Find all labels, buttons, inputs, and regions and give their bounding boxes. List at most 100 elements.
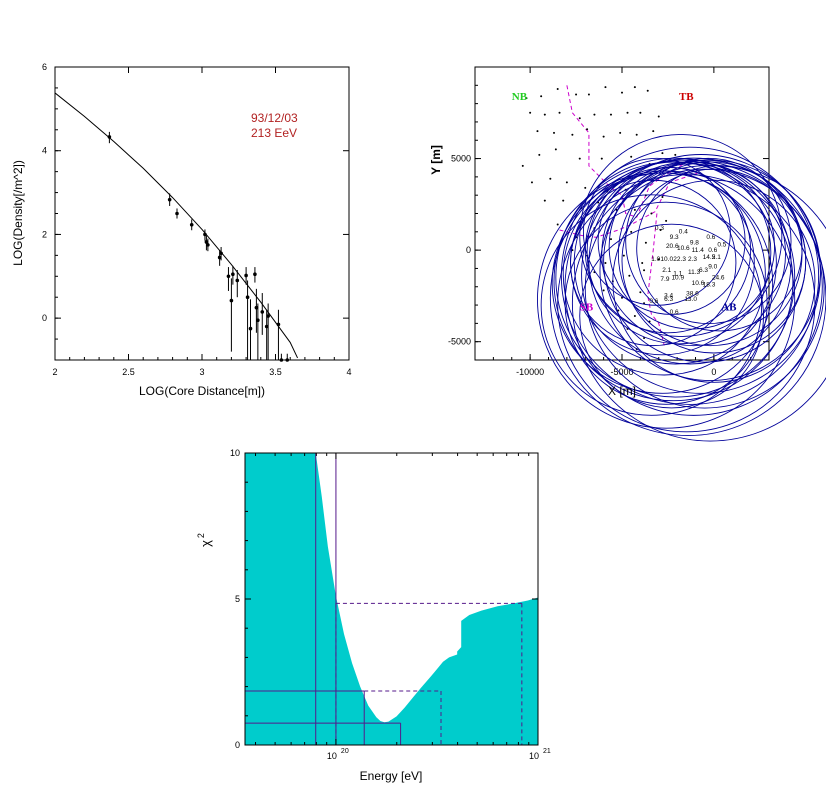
map-detector-station [540, 95, 543, 98]
map-detector-station [619, 131, 622, 134]
map-x-axis-label: X [m] [608, 384, 636, 398]
ldf-data-point [189, 223, 194, 227]
ldf-data-point [248, 326, 253, 331]
map-detector-station [602, 135, 605, 138]
map-x-tick-label: -10000 [516, 367, 544, 377]
map-boundary-line [647, 213, 665, 346]
map-detector-station [543, 113, 546, 116]
map-detector-station [602, 289, 605, 292]
ldf-panel: 2 2.5 3 3.5 4 0 2 4 6 LOG(Core Distance[m]) LOG(… [11, 62, 352, 398]
ldf-data-point [206, 243, 210, 247]
ldf-data-point [107, 135, 112, 139]
map-y-tick-label: 0 [466, 245, 471, 255]
ldf-x-tick-label: 4 [346, 367, 351, 377]
chi2-x-tick-label: 10 [529, 751, 539, 761]
map-detector-station [657, 258, 660, 261]
map-detector-station [628, 274, 631, 277]
map-detector-station [650, 212, 653, 215]
map-hit-density-label: 13.0 [684, 296, 697, 303]
map-detector-station [665, 219, 668, 222]
map-hit-density-label: 10.9 [671, 274, 684, 281]
ldf-data-point [256, 318, 260, 323]
map-detector-station [558, 111, 561, 114]
chi2-x-tick-exponent: 21 [543, 748, 551, 755]
map-hit-density-label: 11.4 [692, 247, 705, 254]
ldf-data-point [226, 274, 231, 279]
map-hit-density-label: 6.3 [699, 267, 708, 274]
map-region-label-nb: NB [512, 91, 528, 103]
map-region-label-ab: AB [721, 302, 737, 314]
map-detector-station [643, 269, 646, 272]
map-detector-station [529, 111, 532, 114]
map-y-tick-label: -5000 [448, 337, 471, 347]
map-hit-circle [553, 161, 794, 402]
map-detector-station [536, 130, 539, 133]
ldf-data-point [254, 305, 259, 310]
ldf-data-point [244, 273, 248, 278]
map-hit-density-label: 2.3 [688, 256, 697, 263]
event-date: 93/12/03 [251, 111, 298, 125]
map-boundary-line [566, 85, 687, 218]
ldf-data-point [175, 211, 179, 216]
map-hit-density-label: 1.1 [673, 271, 682, 278]
ldf-x-tick-label: 3.5 [269, 367, 282, 377]
map-detector-station [525, 97, 528, 100]
map-detector-station [604, 261, 607, 264]
ldf-data-point [276, 322, 281, 327]
map-detector-station [635, 133, 638, 136]
map-hit-density-label: 14.5 [703, 254, 716, 261]
map-detector-station [626, 111, 629, 114]
ldf-plot-frame [54, 66, 350, 361]
ldf-y-axis-label: LOG(Density[/m^2]) [11, 160, 25, 266]
chi2-y-label-exp: 2 [196, 533, 206, 538]
ldf-data-point [245, 295, 250, 300]
map-detector-station [617, 309, 620, 312]
ldf-data-point [229, 298, 234, 303]
map-detector-station [609, 238, 612, 241]
chi2-x-tick-label: 10 [327, 751, 337, 761]
map-detector-station [644, 241, 647, 244]
map-detector-station [622, 254, 625, 257]
map-detector-station [556, 87, 559, 90]
map-hit-density-label: 22.3 [673, 256, 686, 263]
map-detector-station [584, 186, 587, 189]
map-detector-station [661, 196, 664, 199]
map-detector-station [643, 302, 646, 305]
map-hit-density-label: 0.5 [717, 241, 726, 248]
map-hit-circle [537, 170, 796, 429]
map-detector-station [530, 181, 533, 184]
map-detector-station [604, 86, 607, 89]
map-hit-density-label: 0.6 [670, 309, 679, 316]
map-detector-station [538, 153, 541, 156]
chi2-y-tick-label: 5 [235, 594, 240, 604]
map-detector-station [609, 113, 612, 116]
ldf-x-tick-label: 3 [199, 367, 204, 377]
map-detector-station [554, 148, 557, 151]
ldf-fit-curve [54, 92, 299, 359]
map-region-label-sb: SB [580, 302, 594, 314]
map-detector-station [621, 91, 623, 94]
map-detector-station [674, 153, 677, 156]
map-hit-density-label: 10.6 [677, 245, 690, 252]
chi2-y-tick-label: 0 [235, 740, 240, 750]
map-detector-station [630, 155, 633, 158]
ldf-y-tick-label: 2 [42, 229, 47, 239]
ldf-y-tick-label: 6 [42, 62, 47, 72]
map-detector-station [633, 315, 636, 318]
chi2-y-tick-label: 10 [230, 448, 240, 458]
ldf-data-point [217, 255, 222, 260]
map-hit-density-label: 9.3 [670, 234, 679, 241]
map-detector-station [575, 93, 578, 96]
map-detector-station [657, 115, 660, 118]
ldf-data-point [285, 358, 290, 362]
map-detector-station [639, 291, 642, 294]
map-plot-frame [474, 66, 770, 361]
map-hit-circle [540, 194, 763, 416]
map-detector-station [639, 111, 642, 114]
ldf-data-point [279, 358, 284, 362]
map-hit-density-label: 10.6 [692, 280, 705, 287]
map-detector-station [586, 128, 589, 131]
map-hit-density-label: 38.6 [686, 291, 699, 298]
map-hit-density-label: 1.0 [651, 256, 660, 263]
